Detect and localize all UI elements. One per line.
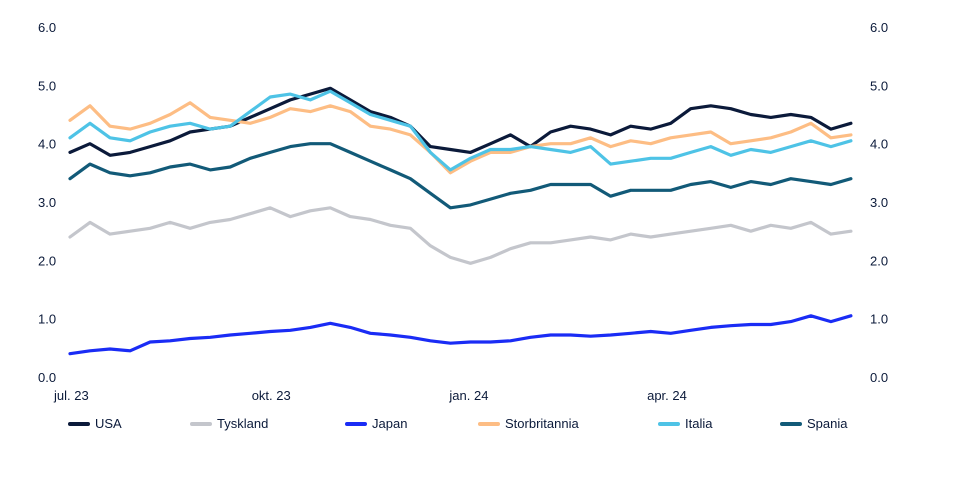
series-line-spania bbox=[68, 142, 853, 210]
legend-label: Japan bbox=[372, 416, 408, 431]
legend-item-spania: Spania bbox=[780, 416, 847, 431]
legend-label: Storbritannia bbox=[505, 416, 579, 431]
legend-swatch bbox=[658, 421, 680, 426]
legend-swatch bbox=[478, 421, 500, 426]
legend-swatch bbox=[780, 421, 802, 426]
y-tick-label-right: 4.0 bbox=[870, 137, 888, 152]
y-tick-label-left: 6.0 bbox=[38, 20, 56, 35]
x-tick-label: jan. 24 bbox=[448, 388, 488, 403]
x-tick-label: apr. 24 bbox=[647, 388, 687, 403]
legend-item-storbritannia: Storbritannia bbox=[478, 416, 579, 431]
y-tick-label-right: 3.0 bbox=[870, 195, 888, 210]
legend-swatch bbox=[345, 421, 367, 426]
legend-label: Italia bbox=[685, 416, 713, 431]
series-line-storbritannia bbox=[68, 101, 853, 175]
y-tick-label-left: 4.0 bbox=[38, 137, 56, 152]
y-tick-label-right: 6.0 bbox=[870, 20, 888, 35]
y-tick-label-right: 5.0 bbox=[870, 78, 888, 93]
legend-swatch bbox=[190, 421, 212, 426]
y-tick-label-left: 0.0 bbox=[38, 370, 56, 385]
y-tick-label-right: 1.0 bbox=[870, 312, 888, 327]
y-tick-label-left: 3.0 bbox=[38, 195, 56, 210]
legend-item-tyskland: Tyskland bbox=[190, 416, 268, 431]
x-tick-label: okt. 23 bbox=[252, 388, 291, 403]
x-tick-label: jul. 23 bbox=[53, 388, 89, 403]
legend-label: Tyskland bbox=[217, 416, 269, 431]
series-line-tyskland bbox=[68, 206, 853, 265]
y-tick-label-right: 0.0 bbox=[870, 370, 888, 385]
y-tick-label-left: 1.0 bbox=[38, 312, 56, 327]
legend-item-italia: Italia bbox=[658, 416, 712, 431]
y-tick-label-left: 2.0 bbox=[38, 253, 56, 268]
legend-item-usa: USA bbox=[68, 416, 122, 431]
legend-item-japan: Japan bbox=[345, 416, 407, 431]
y-tick-label-left: 5.0 bbox=[38, 78, 56, 93]
legend-label: Spania bbox=[807, 416, 848, 431]
legend-swatch bbox=[68, 421, 90, 426]
series-line-italia bbox=[68, 89, 853, 172]
series-line-usa bbox=[68, 86, 853, 157]
legend-label: USA bbox=[95, 416, 122, 431]
series-line-japan bbox=[68, 314, 853, 356]
y-tick-label-right: 2.0 bbox=[870, 253, 888, 268]
